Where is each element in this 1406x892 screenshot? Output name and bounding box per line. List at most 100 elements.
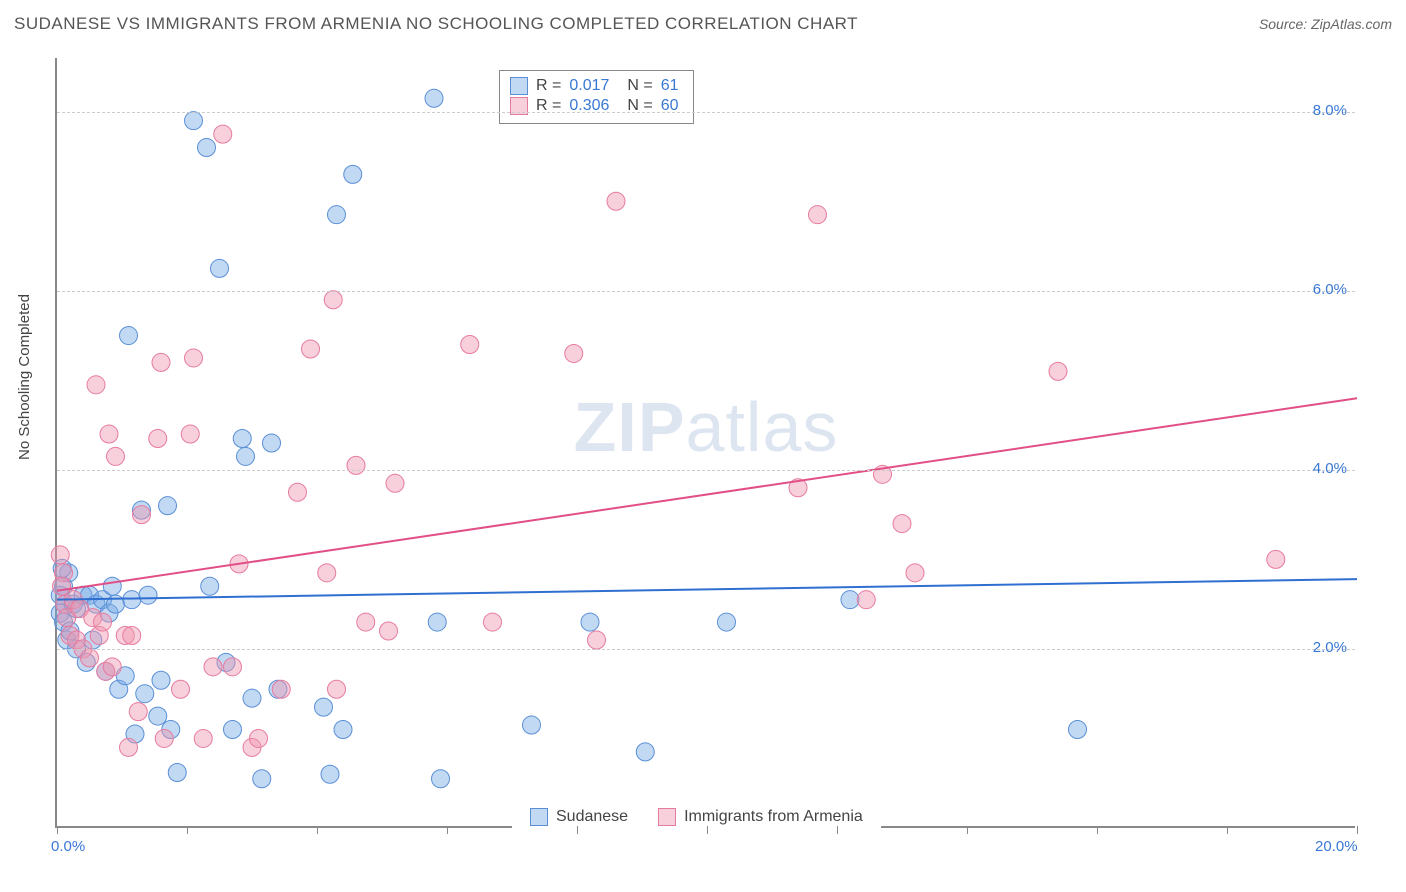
x-tick	[447, 826, 448, 834]
data-point	[636, 743, 654, 761]
x-tick-label: 0.0%	[51, 838, 85, 855]
legend-label: Sudanese	[556, 808, 628, 826]
data-point	[1069, 721, 1087, 739]
data-point	[133, 506, 151, 524]
data-point	[386, 474, 404, 492]
data-point	[253, 770, 271, 788]
stat-r-value: 0.017	[569, 77, 609, 95]
data-point	[523, 716, 541, 734]
data-point	[224, 721, 242, 739]
x-tick	[707, 826, 708, 834]
data-point	[159, 497, 177, 515]
x-tick	[1357, 826, 1358, 834]
data-point	[94, 613, 112, 631]
data-point	[237, 447, 255, 465]
data-point	[123, 591, 141, 609]
data-point	[581, 613, 599, 631]
data-point	[1049, 362, 1067, 380]
data-point	[289, 483, 307, 501]
legend-swatch	[658, 808, 676, 826]
plot-svg	[57, 58, 1355, 826]
data-point	[172, 680, 190, 698]
data-point	[893, 515, 911, 533]
data-point	[809, 206, 827, 224]
data-point	[334, 721, 352, 739]
x-tick	[187, 826, 188, 834]
data-point	[100, 425, 118, 443]
bottom-legend: Sudanese Immigrants from Armenia	[512, 804, 881, 830]
plot-area: ZIPatlas R =0.017N =61R =0.306N =60 Suda…	[55, 58, 1355, 828]
data-point	[198, 139, 216, 157]
gridline-h	[57, 649, 1355, 650]
data-point	[120, 738, 138, 756]
data-point	[380, 622, 398, 640]
legend-swatch	[510, 77, 528, 95]
legend-label: Immigrants from Armenia	[684, 808, 863, 826]
data-point	[318, 564, 336, 582]
data-point	[461, 336, 479, 354]
data-point	[201, 577, 219, 595]
data-point	[588, 631, 606, 649]
data-point	[149, 430, 167, 448]
stat-r-label: R =	[536, 77, 561, 95]
y-axis-label: No Schooling Completed	[16, 294, 33, 460]
stats-box: R =0.017N =61R =0.306N =60	[499, 70, 694, 124]
regression-line	[57, 579, 1357, 600]
data-point	[347, 456, 365, 474]
data-point	[123, 627, 141, 645]
x-tick	[837, 826, 838, 834]
x-tick	[577, 826, 578, 834]
data-point	[357, 613, 375, 631]
x-tick	[1227, 826, 1228, 834]
data-point	[315, 698, 333, 716]
data-point	[211, 259, 229, 277]
data-point	[328, 206, 346, 224]
data-point	[607, 192, 625, 210]
gridline-h	[57, 470, 1355, 471]
data-point	[565, 344, 583, 362]
data-point	[204, 658, 222, 676]
data-point	[139, 586, 157, 604]
legend-item: Sudanese	[530, 808, 628, 826]
data-point	[51, 546, 69, 564]
data-point	[129, 703, 147, 721]
data-point	[81, 649, 99, 667]
data-point	[263, 434, 281, 452]
data-point	[344, 165, 362, 183]
data-point	[906, 564, 924, 582]
chart-title: SUDANESE VS IMMIGRANTS FROM ARMENIA NO S…	[14, 14, 858, 34]
data-point	[168, 763, 186, 781]
x-tick	[967, 826, 968, 834]
data-point	[1267, 550, 1285, 568]
data-point	[120, 327, 138, 345]
data-point	[214, 125, 232, 143]
data-point	[185, 112, 203, 130]
data-point	[107, 447, 125, 465]
y-tick-label: 2.0%	[1313, 639, 1347, 656]
data-point	[181, 425, 199, 443]
data-point	[484, 613, 502, 631]
stat-n-label: N =	[627, 77, 652, 95]
data-point	[243, 689, 261, 707]
data-point	[194, 729, 212, 747]
x-tick	[57, 826, 58, 834]
data-point	[841, 591, 859, 609]
data-point	[432, 770, 450, 788]
data-point	[87, 376, 105, 394]
data-point	[428, 613, 446, 631]
data-point	[302, 340, 320, 358]
data-point	[324, 291, 342, 309]
stat-n-value: 61	[661, 77, 679, 95]
y-tick-label: 8.0%	[1313, 102, 1347, 119]
data-point	[321, 765, 339, 783]
stats-row: R = 0.017 N = 61	[510, 77, 679, 95]
data-point	[185, 349, 203, 367]
legend-item: Immigrants from Armenia	[658, 808, 863, 826]
data-point	[152, 671, 170, 689]
data-point	[149, 707, 167, 725]
data-point	[328, 680, 346, 698]
gridline-h	[57, 291, 1355, 292]
data-point	[250, 729, 268, 747]
x-tick-label: 20.0%	[1315, 838, 1358, 855]
data-point	[152, 353, 170, 371]
